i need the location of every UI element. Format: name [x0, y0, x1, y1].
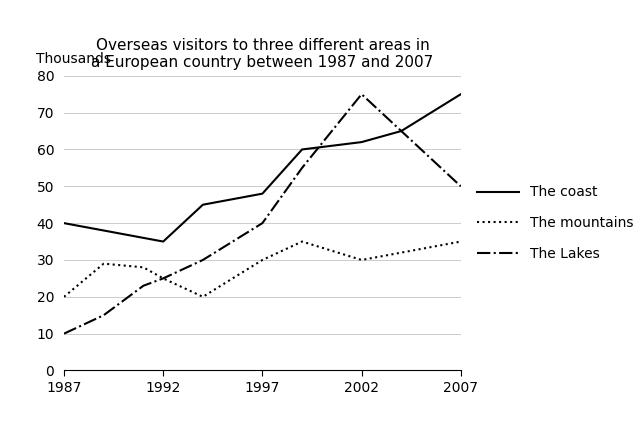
The coast	[397, 128, 405, 133]
The Lakes	[199, 258, 207, 263]
Title: Overseas visitors to three different areas in
a European country between 1987 an: Overseas visitors to three different are…	[92, 38, 433, 70]
The coast	[159, 239, 167, 244]
The Lakes	[159, 276, 167, 281]
The mountains	[100, 261, 108, 266]
Line: The coast: The coast	[64, 94, 461, 242]
The mountains	[298, 239, 306, 244]
The coast	[298, 147, 306, 152]
The coast	[60, 221, 68, 226]
Line: The mountains: The mountains	[64, 242, 461, 297]
The mountains	[358, 258, 365, 263]
The mountains	[159, 276, 167, 281]
The coast	[457, 92, 465, 97]
Text: Thousands: Thousands	[36, 52, 111, 66]
The coast	[199, 202, 207, 207]
The Lakes	[358, 92, 365, 97]
The mountains	[199, 294, 207, 299]
The Lakes	[397, 128, 405, 133]
The mountains	[60, 294, 68, 299]
The Lakes	[140, 283, 147, 288]
The coast	[358, 140, 365, 145]
The mountains	[457, 239, 465, 244]
The mountains	[140, 265, 147, 270]
Legend: The coast, The mountains, The Lakes: The coast, The mountains, The Lakes	[472, 180, 639, 266]
The mountains	[397, 250, 405, 255]
The Lakes	[259, 221, 266, 226]
The coast	[259, 191, 266, 196]
Line: The Lakes: The Lakes	[64, 94, 461, 333]
The Lakes	[298, 165, 306, 171]
The mountains	[259, 258, 266, 263]
The Lakes	[60, 331, 68, 336]
The Lakes	[100, 313, 108, 318]
The Lakes	[457, 184, 465, 189]
